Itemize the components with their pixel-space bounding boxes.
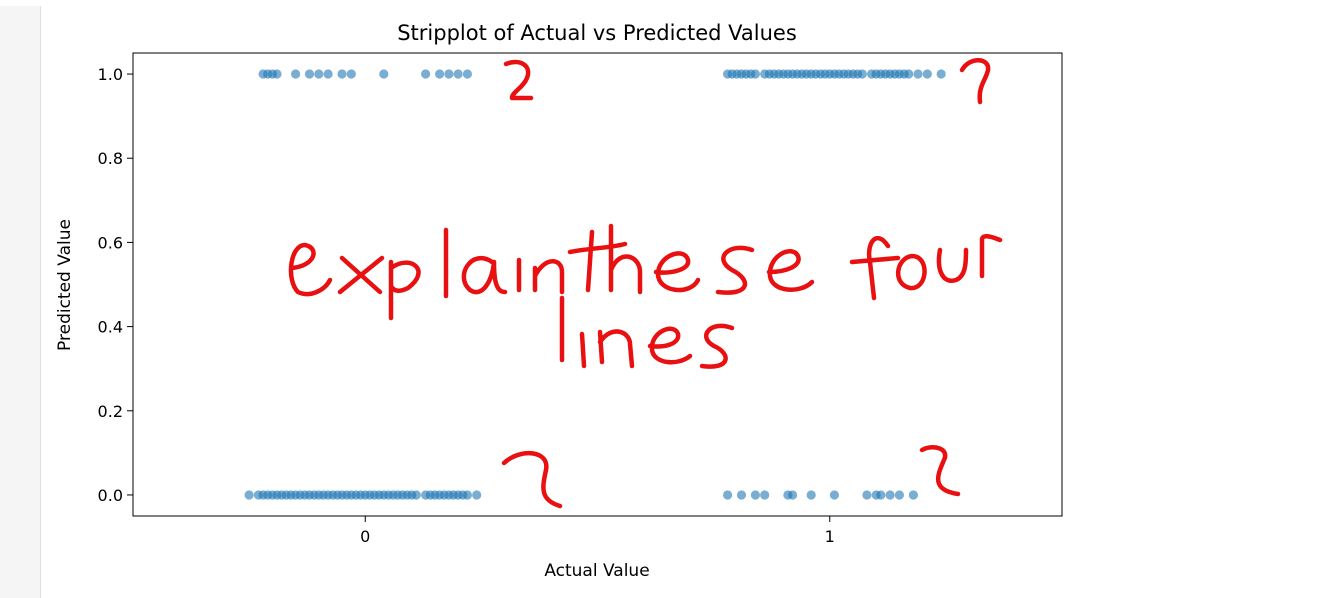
data-point [904, 69, 914, 79]
chart-title: Stripplot of Actual vs Predicted Values [397, 21, 797, 45]
question-mark-mark [919, 445, 961, 497]
data-point [411, 490, 421, 500]
plot-frame [132, 52, 1063, 517]
data-point [922, 69, 932, 79]
data-point [435, 69, 445, 79]
points-layer [244, 69, 946, 500]
y-tick-label: 0.6 [98, 233, 123, 252]
question-mark-mark [501, 450, 563, 509]
data-point [337, 69, 347, 79]
data-point [885, 490, 895, 500]
data-point [857, 69, 867, 79]
data-point [760, 490, 770, 500]
x-tick-label: 1 [825, 527, 835, 546]
data-point [272, 69, 282, 79]
data-point [379, 69, 389, 79]
y-tick-label: 0.8 [98, 149, 123, 168]
data-point [462, 69, 472, 79]
axes-layer: 0.0 0.2 0.4 0.6 0.8 1.0 0 1 [98, 65, 835, 546]
y-tick-label: 0.0 [98, 486, 123, 505]
data-point [894, 490, 905, 500]
data-point [750, 490, 761, 500]
question-mark-mark [959, 58, 991, 105]
data-point [462, 490, 472, 500]
data-point [444, 69, 454, 79]
handwritten-annotation [288, 58, 1003, 509]
data-point [736, 490, 747, 500]
y-axis-label: Predicted Value [55, 219, 75, 351]
data-point [862, 490, 872, 500]
data-point [291, 69, 301, 79]
data-point [788, 490, 798, 500]
x-tick-label: 0 [360, 527, 370, 546]
data-point [304, 69, 315, 79]
x-axis-label: Actual Value [544, 561, 649, 581]
data-point [876, 490, 886, 500]
data-point [750, 69, 761, 79]
data-point [421, 69, 431, 79]
data-point [244, 490, 254, 500]
notebook-cell-gutter [0, 6, 41, 598]
data-point [323, 69, 333, 79]
data-point [908, 490, 919, 500]
data-point [806, 490, 816, 500]
y-tick-label: 0.4 [98, 318, 123, 337]
data-point [723, 490, 733, 500]
data-point [314, 69, 324, 79]
data-point [913, 69, 923, 79]
data-point [472, 490, 482, 500]
y-tick-label: 1.0 [98, 65, 123, 84]
y-tick-label: 0.2 [98, 402, 123, 421]
data-point [936, 69, 946, 79]
data-point [346, 69, 356, 79]
data-point [829, 490, 840, 500]
question-mark-mark [503, 59, 534, 101]
data-point [453, 69, 463, 79]
